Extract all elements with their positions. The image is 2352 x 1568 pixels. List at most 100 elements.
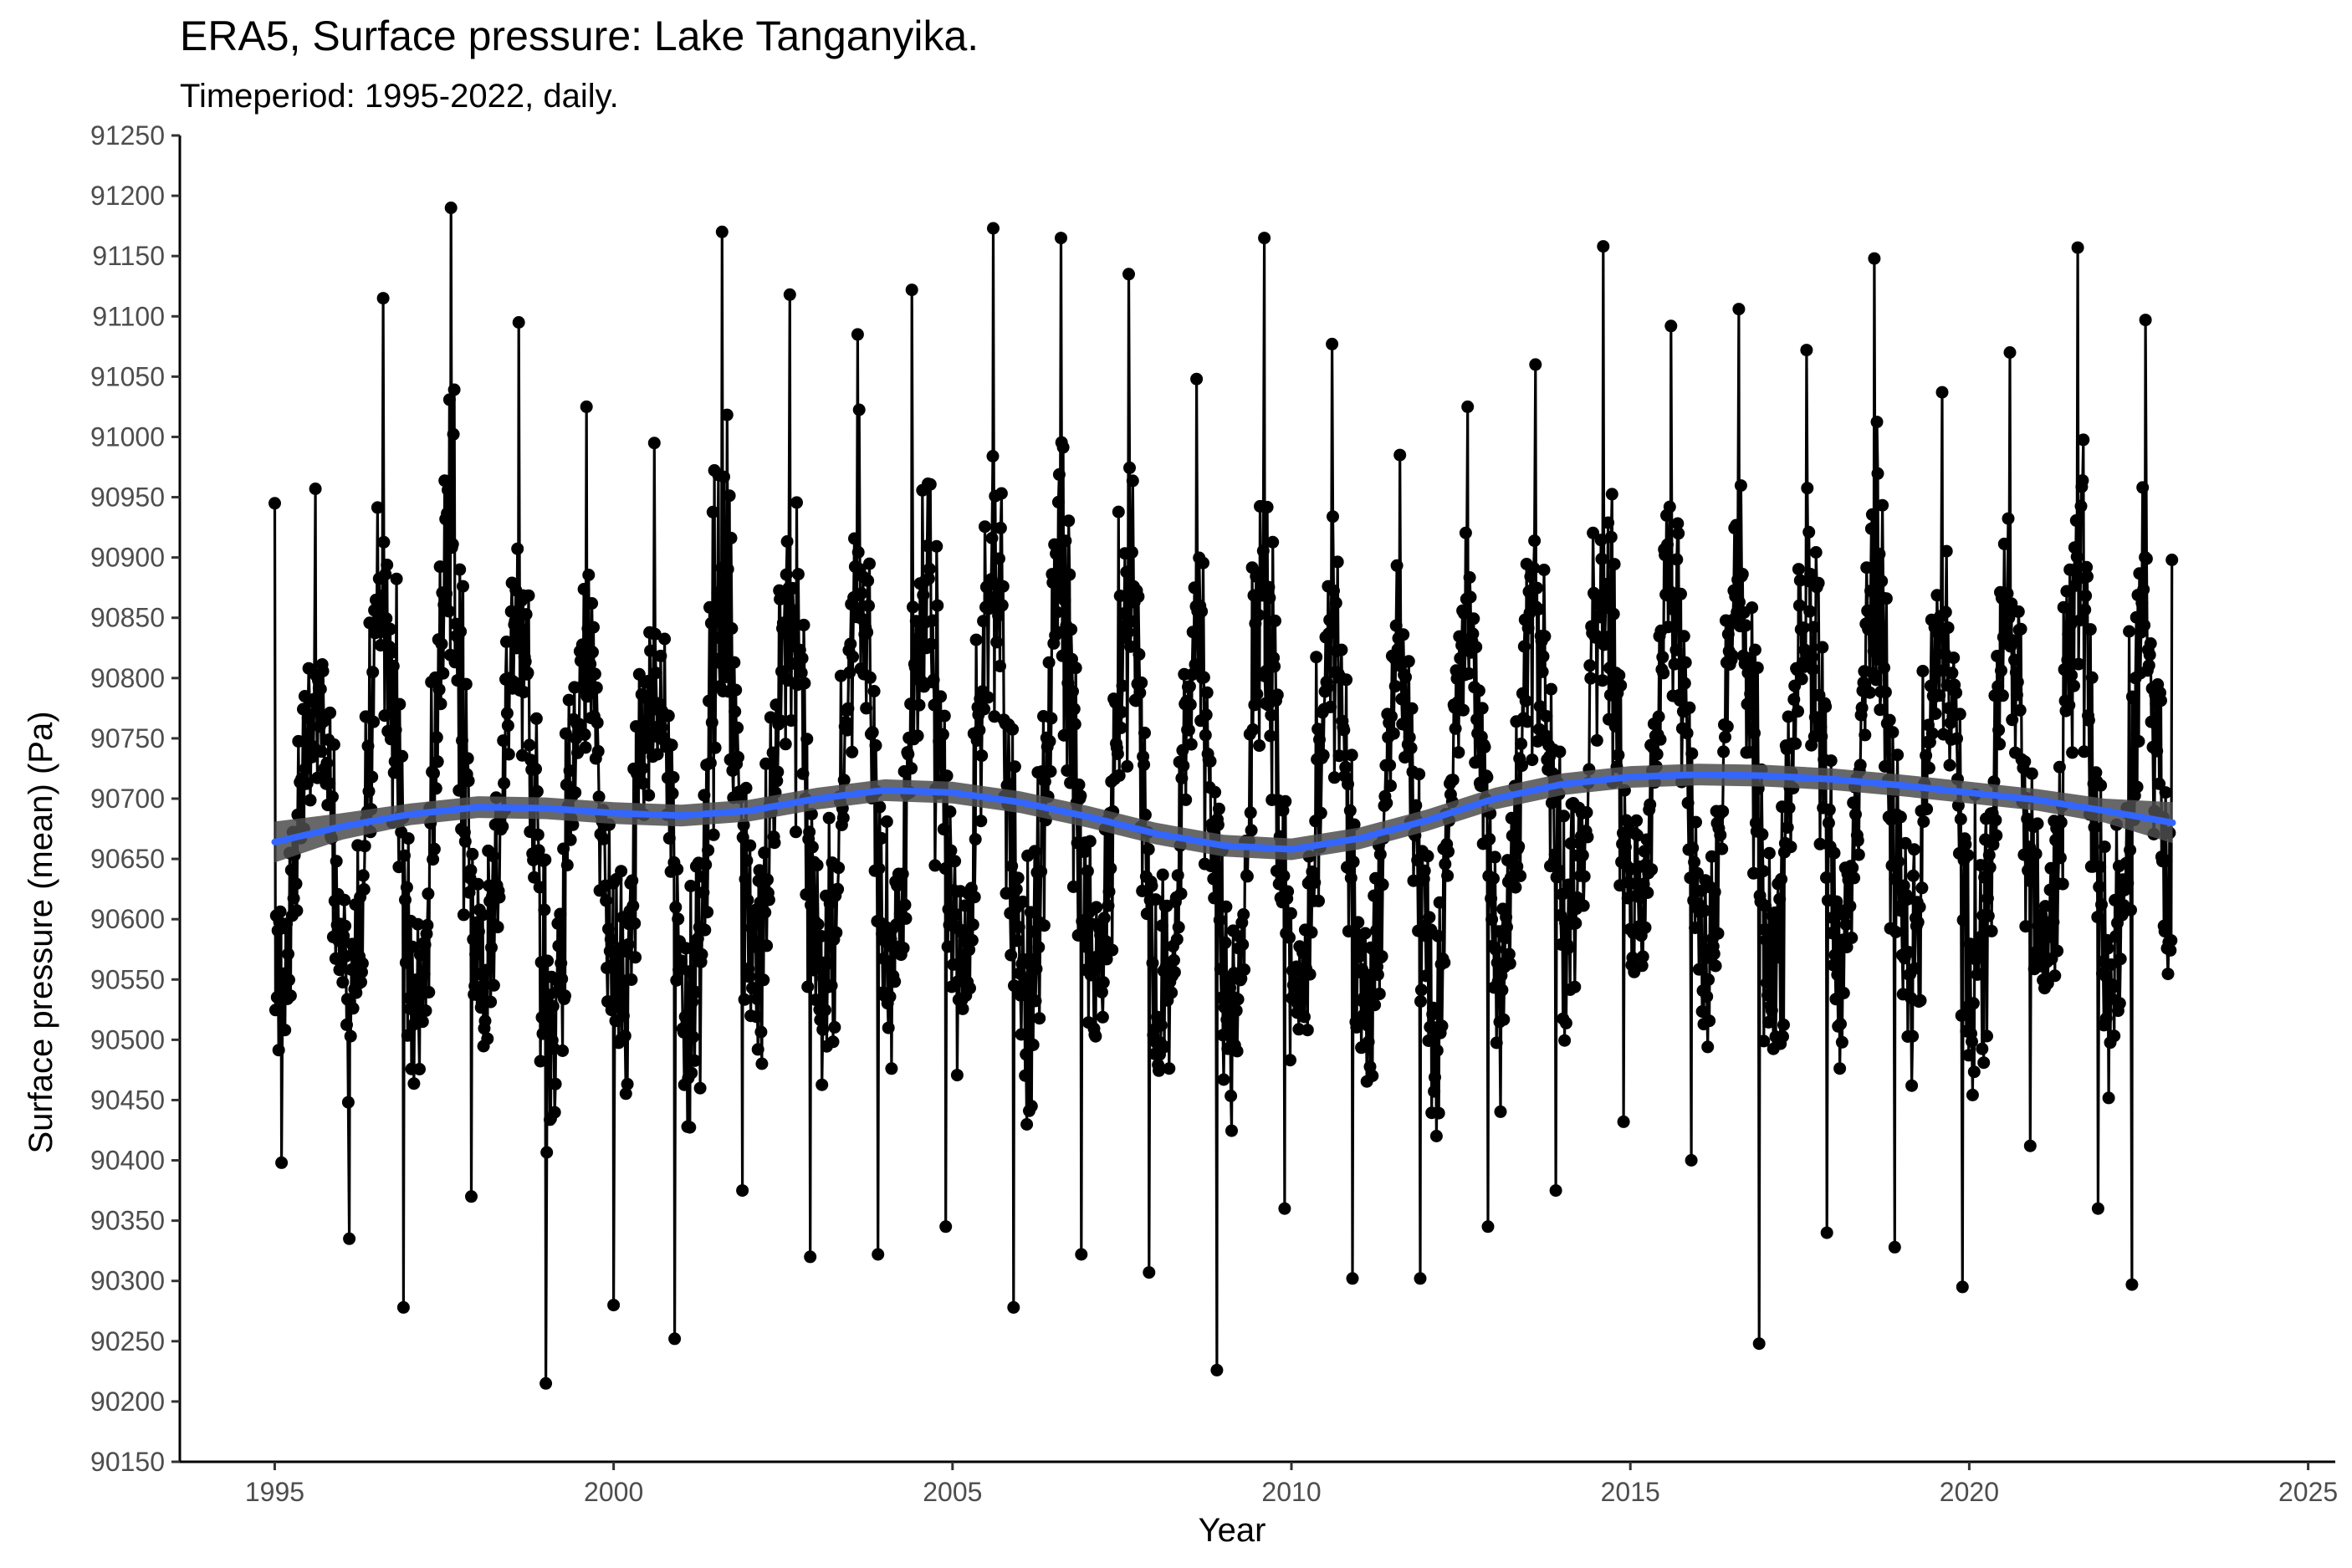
- data-point: [2084, 623, 2097, 636]
- data-point: [1803, 605, 1817, 618]
- y-tick-label: 90150: [90, 1447, 165, 1477]
- data-point: [923, 562, 936, 575]
- data-point: [1920, 748, 1933, 762]
- data-point: [1576, 849, 1589, 862]
- data-point: [852, 403, 866, 416]
- data-point: [1812, 576, 1825, 590]
- data-point: [875, 831, 888, 845]
- data-point: [1219, 936, 1232, 949]
- data-point: [1000, 886, 1013, 900]
- data-point: [775, 665, 788, 678]
- data-point: [1808, 711, 1822, 724]
- data-point: [860, 702, 873, 715]
- data-point: [1271, 688, 1284, 702]
- data-point: [2044, 861, 2058, 875]
- data-point: [1327, 771, 1341, 784]
- data-point: [2047, 916, 2060, 929]
- data-point: [811, 917, 825, 931]
- data-point: [1462, 667, 1475, 680]
- data-point: [1617, 826, 1629, 840]
- data-point: [1012, 921, 1025, 934]
- data-point: [504, 605, 518, 618]
- data-point: [1116, 679, 1129, 692]
- data-point: [432, 683, 446, 697]
- data-point: [1112, 505, 1125, 518]
- data-point: [1536, 665, 1549, 678]
- data-point: [966, 918, 979, 932]
- chart-title: ERA5, Surface pressure: Lake Tanganyika.: [180, 13, 979, 59]
- data-point: [969, 833, 982, 846]
- data-point: [1674, 694, 1687, 707]
- data-point: [542, 1018, 555, 1031]
- data-point: [1558, 1034, 1572, 1047]
- data-point: [1538, 630, 1552, 643]
- data-point: [1480, 770, 1494, 784]
- data-point: [1387, 727, 1400, 740]
- data-point: [1951, 732, 1963, 745]
- data-point: [1851, 834, 1864, 847]
- data-point: [1423, 911, 1436, 924]
- data-point: [1037, 919, 1051, 932]
- data-point: [1883, 713, 1896, 727]
- data-point: [2124, 903, 2137, 917]
- data-point: [898, 898, 912, 912]
- data-point: [2018, 755, 2032, 769]
- data-point: [463, 886, 476, 899]
- data-point: [1983, 861, 1997, 874]
- data-point: [1509, 881, 1522, 894]
- data-point: [2114, 953, 2127, 966]
- data-point: [1050, 547, 1063, 560]
- data-point: [453, 784, 466, 797]
- data-point: [1976, 1042, 1989, 1055]
- data-point: [1506, 829, 1519, 842]
- data-point: [1008, 979, 1020, 993]
- data-point: [718, 470, 730, 483]
- data-point: [1600, 578, 1613, 590]
- data-point: [928, 698, 941, 712]
- data-point: [1366, 1070, 1379, 1082]
- data-point: [1828, 846, 1841, 860]
- data-point: [1414, 994, 1427, 1008]
- data-point: [826, 1035, 840, 1049]
- data-point: [1154, 1019, 1168, 1032]
- data-point: [1324, 700, 1337, 713]
- data-point: [846, 650, 860, 663]
- data-point: [2135, 596, 2149, 610]
- data-point: [703, 756, 717, 769]
- data-point: [2010, 688, 2023, 702]
- data-point: [2123, 625, 2136, 638]
- data-point: [1258, 232, 1271, 245]
- y-axis-title: Surface pressure (mean) (Pa): [23, 711, 59, 1153]
- data-point: [1142, 843, 1155, 856]
- data-point: [625, 973, 638, 986]
- data-point: [441, 507, 454, 520]
- data-point: [947, 958, 960, 971]
- data-point: [749, 1010, 763, 1024]
- data-point: [873, 800, 887, 814]
- data-point: [2126, 692, 2140, 705]
- data-point: [1583, 659, 1597, 672]
- data-point: [458, 835, 472, 848]
- data-point: [814, 1014, 827, 1026]
- data-point: [1613, 669, 1626, 682]
- data-point: [1734, 479, 1747, 493]
- data-point: [1500, 911, 1513, 924]
- data-point: [1199, 708, 1213, 722]
- data-point: [1636, 950, 1649, 963]
- data-point: [1278, 1202, 1291, 1215]
- data-point: [786, 581, 800, 595]
- data-point: [801, 980, 815, 993]
- data-point: [519, 655, 532, 668]
- data-point: [541, 954, 555, 968]
- data-point: [830, 926, 843, 939]
- data-point: [1312, 894, 1325, 907]
- data-point: [1795, 672, 1808, 686]
- data-point: [851, 328, 864, 341]
- data-point: [367, 715, 381, 728]
- data-point: [573, 718, 585, 731]
- y-tick-label: 90350: [90, 1206, 165, 1236]
- data-point: [931, 599, 944, 612]
- data-point: [1605, 488, 1618, 501]
- data-point: [2023, 1139, 2037, 1152]
- data-point: [1175, 772, 1189, 784]
